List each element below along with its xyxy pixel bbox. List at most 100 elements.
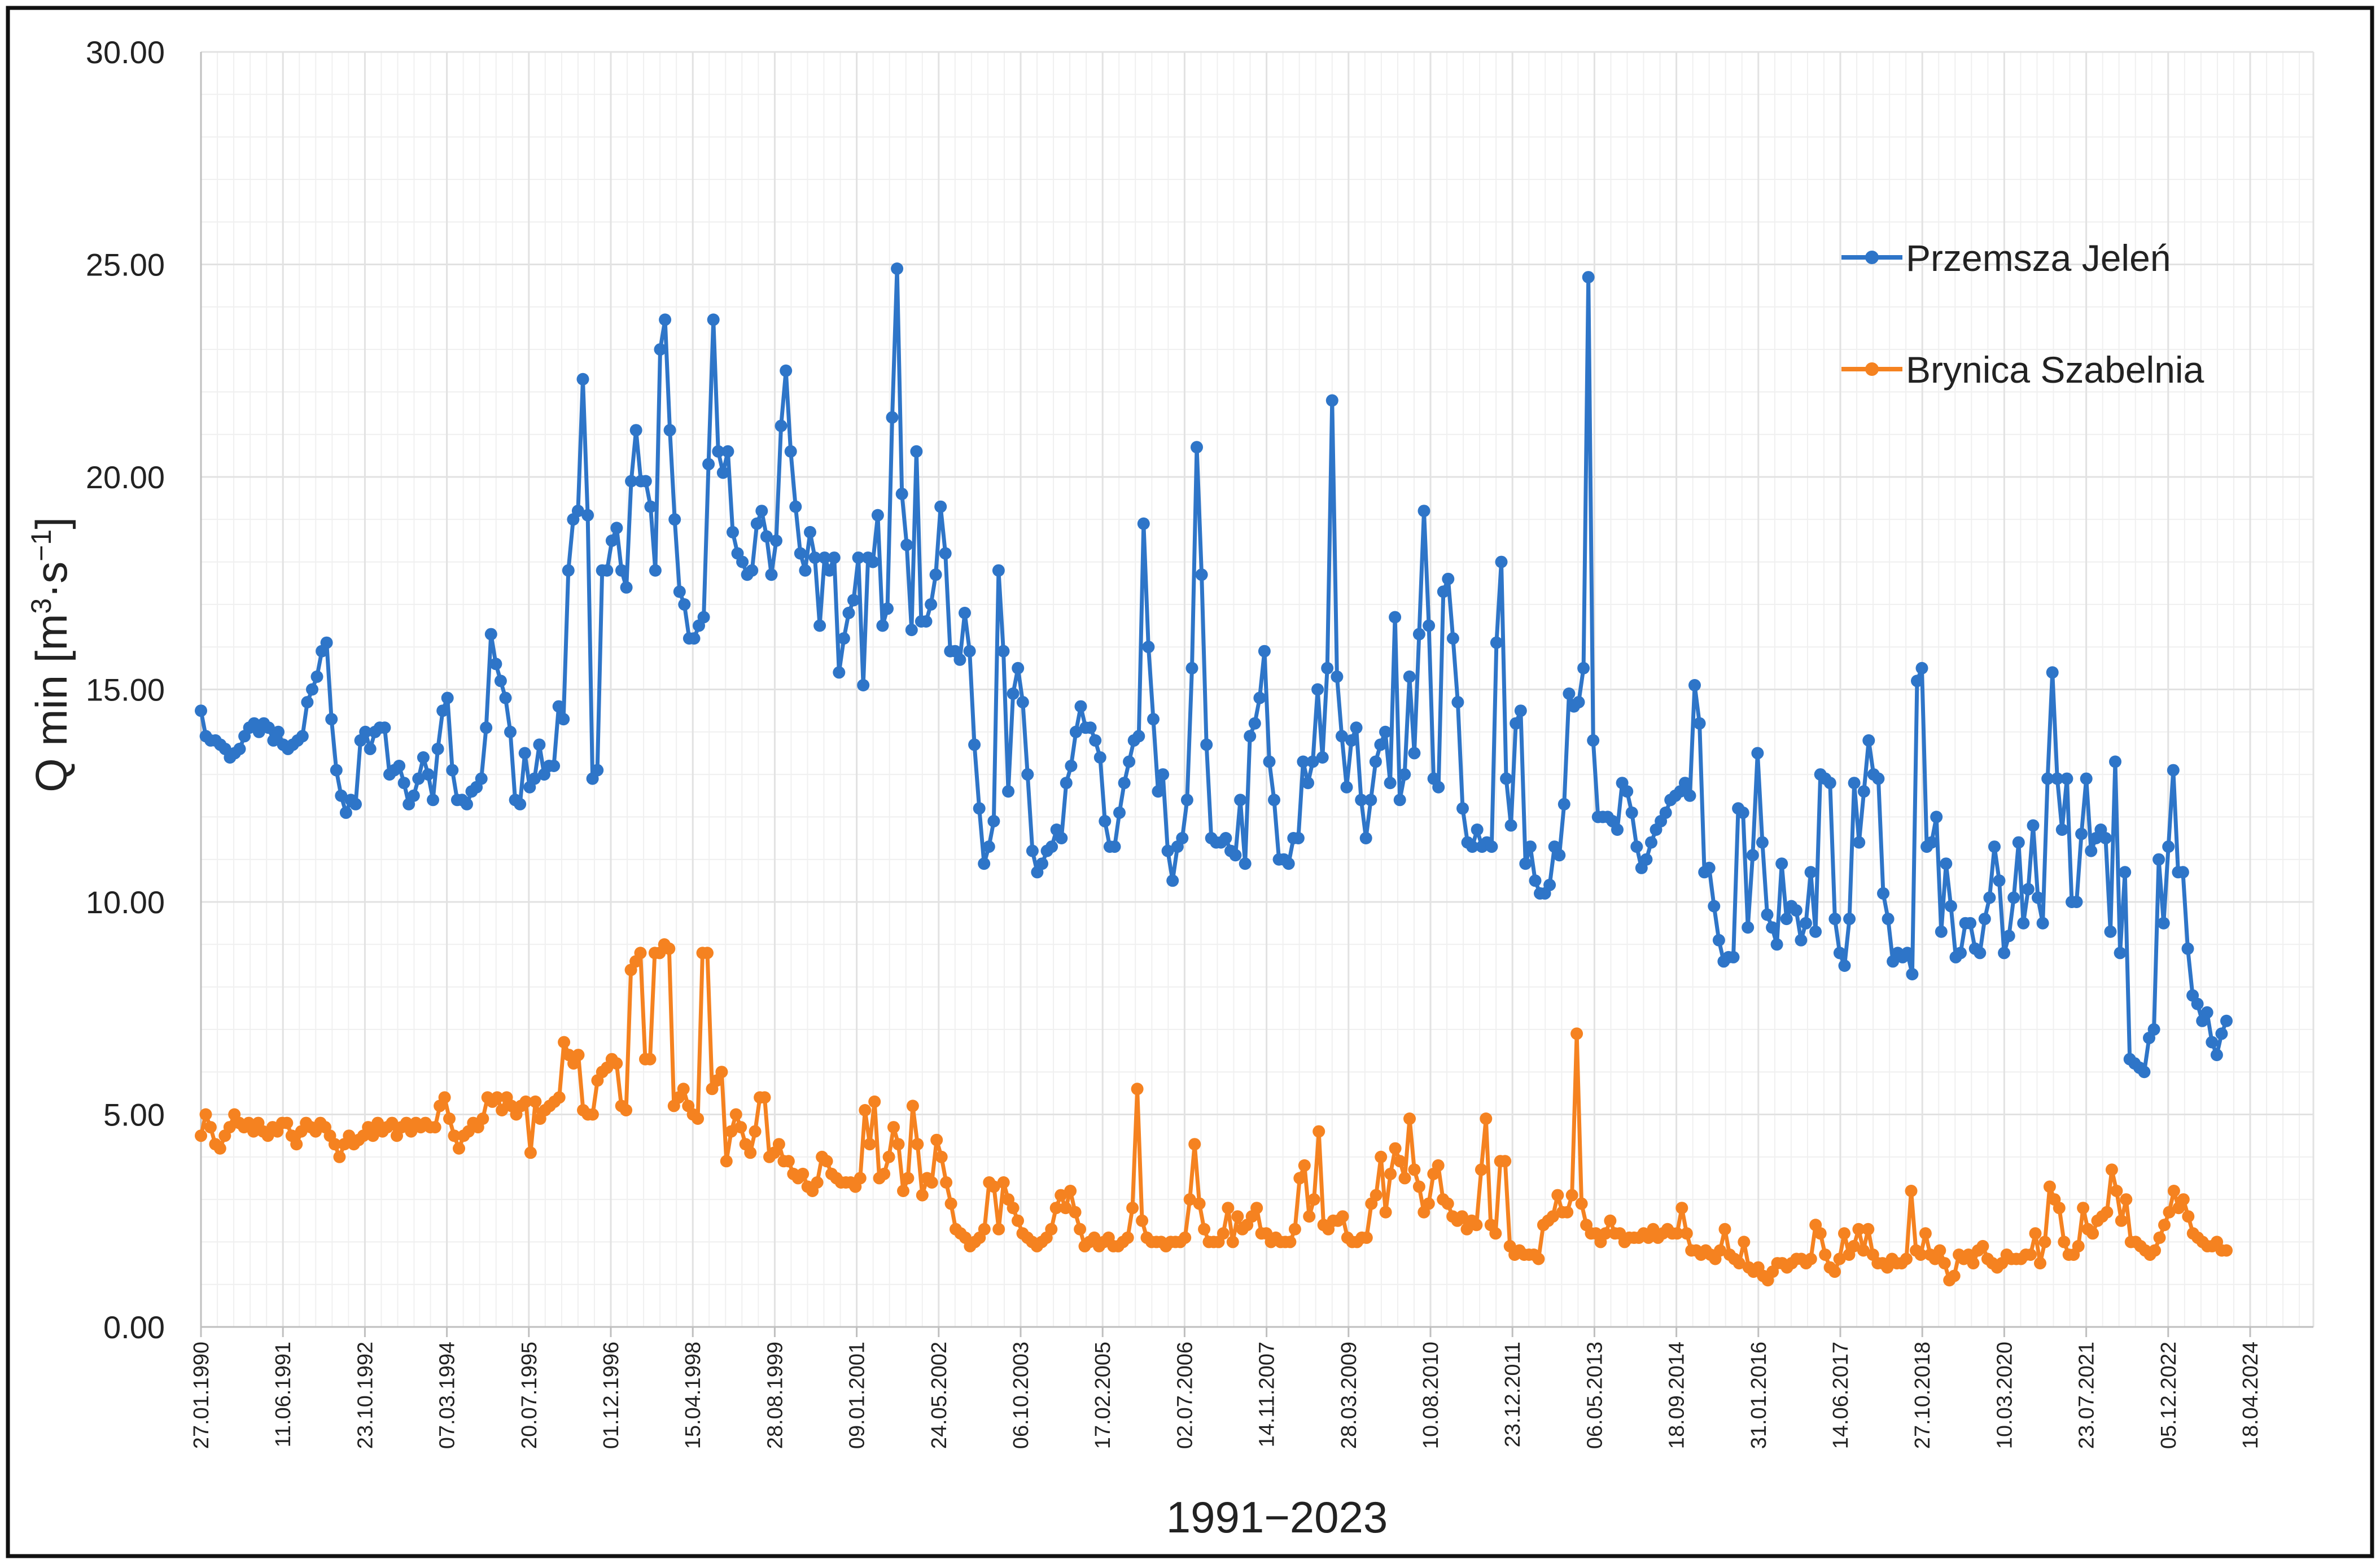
data-point [2072, 1239, 2085, 1252]
data-point [1954, 947, 1967, 960]
data-point [910, 445, 923, 458]
data-point [2104, 925, 2117, 938]
data-point [744, 1146, 757, 1159]
x-tick-label: 18.09.2014 [1665, 1342, 1689, 1449]
data-point [2220, 1014, 2233, 1027]
data-point [1355, 794, 1368, 807]
data-point [386, 1116, 399, 1129]
data-point [1838, 1227, 1850, 1240]
data-point [519, 1095, 532, 1108]
data-point [881, 602, 894, 615]
data-point [2086, 1227, 2099, 1240]
data-point [837, 632, 850, 645]
data-point [1284, 1236, 1297, 1248]
data-point [1418, 505, 1430, 518]
data-point [1680, 1227, 1693, 1240]
x-tick-label: 31.01.2016 [1747, 1342, 1771, 1449]
data-point [1069, 1206, 1082, 1219]
data-point [1089, 734, 1102, 747]
data-point [712, 445, 725, 458]
y-axis-title-main: Q min [m [27, 614, 76, 792]
data-point [1408, 1163, 1421, 1176]
data-point [1016, 696, 1029, 709]
data-point [1529, 874, 1542, 887]
data-point [1384, 1167, 1397, 1180]
data-point [1069, 725, 1082, 738]
data-point [1132, 730, 1145, 743]
data-point [997, 1176, 1010, 1189]
data-point [1645, 836, 1657, 849]
data-point [678, 598, 691, 611]
data-point [784, 445, 797, 458]
data-point [1514, 704, 1527, 717]
data-point [780, 364, 793, 377]
data-point [2041, 772, 2054, 785]
data-point [1489, 1227, 1502, 1240]
data-point [514, 798, 527, 811]
data-point [1007, 1202, 1020, 1215]
data-point [328, 1138, 341, 1151]
data-point [610, 1057, 623, 1070]
data-point [1441, 1197, 1454, 1210]
data-point [701, 947, 714, 960]
data-point [1331, 670, 1344, 683]
data-point [306, 683, 318, 696]
data-point [1360, 1231, 1373, 1244]
data-point [1045, 840, 1058, 853]
data-point [1389, 1142, 1402, 1155]
data-point [1495, 555, 1508, 568]
data-point [1200, 738, 1213, 751]
data-point [811, 1176, 824, 1189]
data-point [1766, 921, 1779, 934]
data-point [2215, 1027, 2228, 1040]
data-point [1993, 874, 2006, 887]
data-point [1393, 794, 1406, 807]
data-point [1263, 755, 1276, 768]
data-point [978, 857, 991, 870]
data-point [1374, 738, 1387, 751]
data-point [1914, 1248, 1927, 1261]
data-point [673, 585, 686, 598]
data-point [1002, 785, 1015, 798]
data-point [1074, 700, 1087, 713]
data-point [422, 768, 435, 781]
x-tick-label: 10.08.2010 [1419, 1342, 1443, 1449]
data-point [2120, 1193, 2133, 1206]
data-point [920, 615, 933, 628]
data-point [963, 645, 976, 658]
data-point [393, 760, 406, 772]
data-point [2153, 1231, 2166, 1244]
data-point [1983, 891, 1996, 904]
data-point [1882, 913, 1895, 926]
data-point [789, 500, 802, 513]
data-point [1307, 1193, 1320, 1206]
data-point [412, 772, 425, 785]
data-point [1561, 1206, 1574, 1219]
data-point [1059, 1202, 1072, 1215]
data-point [1930, 811, 1943, 823]
data-point [199, 1108, 212, 1121]
data-point [1321, 661, 1334, 674]
data-point [1446, 632, 1459, 645]
data-point [1026, 844, 1039, 857]
data-point [1345, 734, 1358, 747]
data-point [572, 1049, 585, 1062]
data-point [320, 636, 333, 649]
data-point [359, 725, 372, 738]
data-point [2046, 666, 2059, 679]
data-point [1442, 572, 1455, 585]
data-point [1804, 1252, 1817, 1265]
data-point [1857, 1244, 1870, 1257]
data-point [1565, 1189, 1578, 1202]
data-point [2152, 853, 2165, 866]
data-point [892, 1138, 905, 1151]
data-point [1394, 1155, 1406, 1168]
data-point [1877, 887, 1889, 900]
data-point [1412, 628, 1425, 641]
data-point [605, 535, 618, 547]
data-point [1804, 866, 1817, 879]
data-point [1790, 904, 1803, 917]
data-point [997, 645, 1010, 658]
data-point [1819, 1248, 1832, 1261]
x-tick-label: 18.04.2024 [2239, 1342, 2263, 1449]
